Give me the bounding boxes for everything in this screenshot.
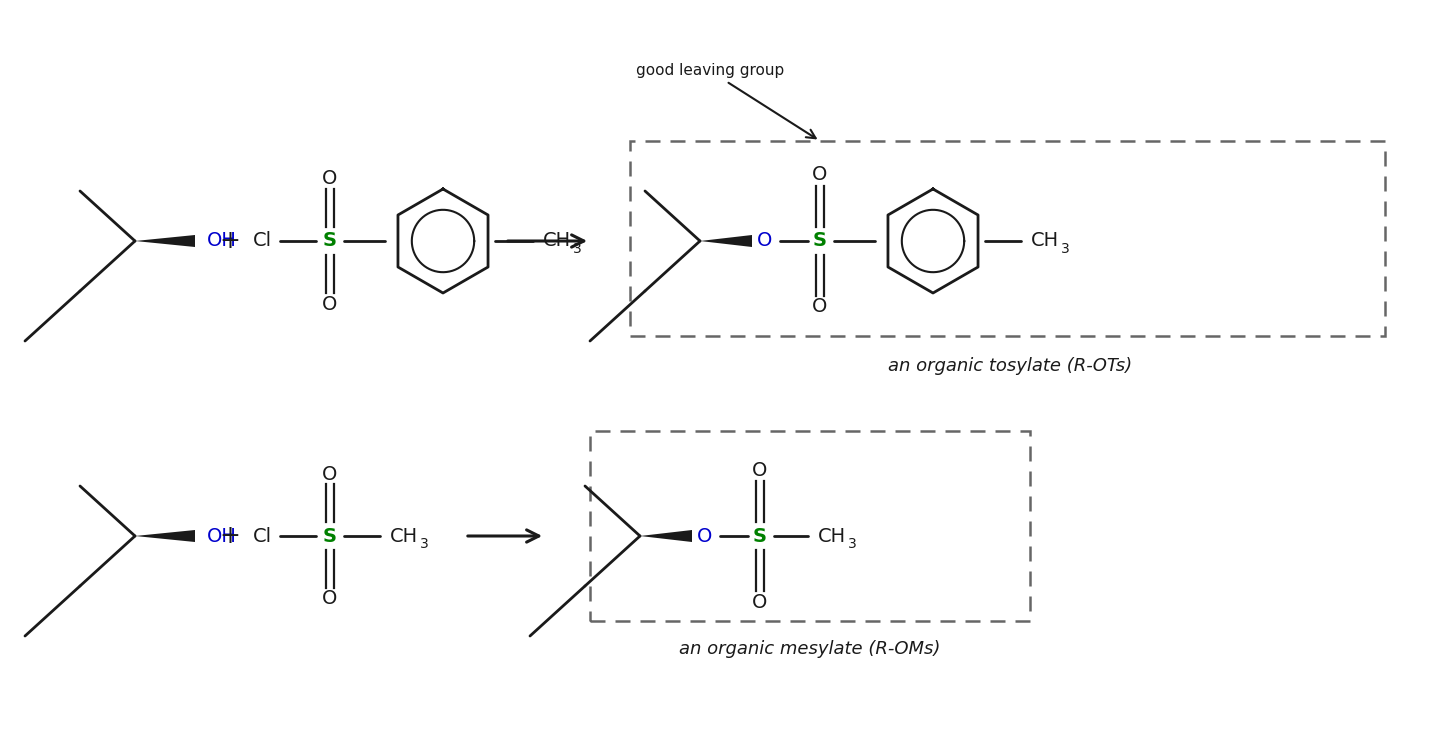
Text: CH: CH: [1031, 232, 1060, 251]
Text: OH: OH: [207, 526, 236, 545]
Text: O: O: [812, 165, 828, 184]
Text: S: S: [753, 526, 768, 545]
Text: O: O: [752, 461, 768, 480]
Text: Cl: Cl: [252, 232, 272, 251]
Text: O: O: [323, 589, 338, 608]
Text: Cl: Cl: [252, 526, 272, 545]
Text: O: O: [812, 298, 828, 317]
Text: +: +: [219, 229, 240, 253]
Polygon shape: [700, 235, 752, 247]
Text: OH: OH: [207, 232, 236, 251]
Polygon shape: [135, 235, 194, 247]
Text: CH: CH: [818, 526, 847, 545]
Text: 3: 3: [848, 537, 857, 551]
Text: CH: CH: [390, 526, 418, 545]
Text: 3: 3: [420, 537, 429, 551]
Text: O: O: [323, 295, 338, 314]
Text: an organic tosylate (R-OTs): an organic tosylate (R-OTs): [888, 357, 1132, 375]
Text: O: O: [752, 593, 768, 612]
Text: S: S: [814, 232, 827, 251]
Text: O: O: [323, 464, 338, 483]
Text: O: O: [697, 526, 713, 545]
Text: 3: 3: [573, 242, 582, 256]
Text: O: O: [757, 232, 773, 251]
Text: CH: CH: [543, 232, 572, 251]
Text: S: S: [323, 232, 337, 251]
Text: 3: 3: [1061, 242, 1070, 256]
Text: an organic mesylate (R-OMs): an organic mesylate (R-OMs): [680, 640, 940, 658]
Text: O: O: [323, 170, 338, 189]
Polygon shape: [135, 530, 194, 542]
Text: S: S: [323, 526, 337, 545]
Polygon shape: [639, 530, 693, 542]
Text: +: +: [219, 524, 240, 548]
Text: good leaving group: good leaving group: [636, 64, 815, 138]
